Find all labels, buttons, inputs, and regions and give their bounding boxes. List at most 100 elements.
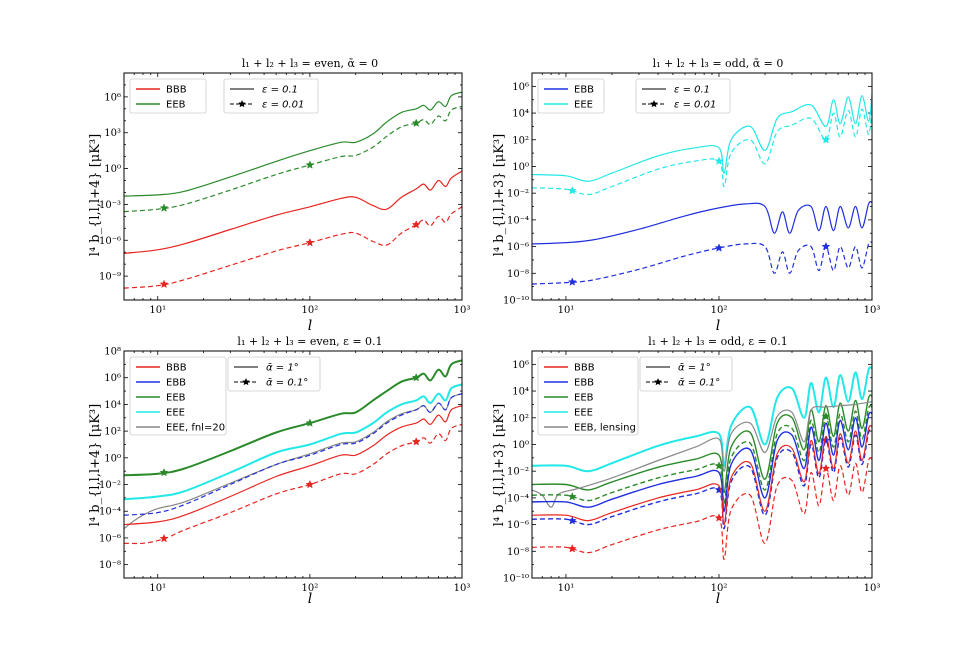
y-tick-label: 10⁶ xyxy=(512,82,529,93)
y-tick-label: 10³ xyxy=(104,128,121,139)
x-axis-label: l xyxy=(308,318,312,334)
legend-label: EEE xyxy=(166,408,185,419)
plot-area: 10¹ 10² 10³ 10⁻⁸ 10⁻⁶ 10⁻⁴ 10⁻² 10⁰ 10² 10⁴ 10⁶ 10⁸… xyxy=(99,347,470,595)
series-marker xyxy=(305,238,315,247)
x-tick-label: 10³ xyxy=(864,583,881,594)
series-line xyxy=(124,105,462,213)
series-marker xyxy=(821,241,831,251)
legend-label: ε = 0.1 xyxy=(674,85,710,96)
y-tick-label: 10⁻⁶ xyxy=(507,520,529,531)
legend-label: ε = 0.01 xyxy=(262,100,304,111)
legend-colors: BBB EBB EEB EEE EEB, lensing xyxy=(537,356,639,436)
legend-label: ᾱ = 1° xyxy=(266,363,299,374)
series-line xyxy=(124,359,462,477)
plot-frame xyxy=(123,72,463,301)
series-marker xyxy=(411,118,421,127)
y-tick-label: 10⁻² xyxy=(507,467,529,478)
x-tick-label: 10³ xyxy=(454,305,471,316)
legend-label: EBB xyxy=(574,378,594,389)
x-tick-label: 10¹ xyxy=(558,305,575,316)
panel-title: l₁ + l₂ + l₃ = odd, ᾱ = 0 xyxy=(653,57,784,70)
series-marker xyxy=(567,277,577,286)
y-tick-label: 10⁻⁶ xyxy=(99,236,121,247)
x-tick-label: 10¹ xyxy=(149,583,166,594)
series-marker xyxy=(567,544,577,553)
legend-box xyxy=(223,78,319,114)
y-tick-label: 10⁻⁹ xyxy=(99,272,121,283)
y-tick-label: 10⁻⁶ xyxy=(507,242,529,253)
series-line xyxy=(532,405,872,504)
series-marker xyxy=(305,160,315,169)
legend-styles: ε = 0.1 ε = 0.01 xyxy=(223,78,319,114)
legend-box xyxy=(639,356,733,392)
legend-label: ε = 0.01 xyxy=(674,100,716,111)
x-axis-label: l xyxy=(308,591,312,607)
series-group xyxy=(124,91,462,289)
y-tick-label: 10⁴ xyxy=(512,109,529,120)
series-marker xyxy=(714,461,724,470)
y-tick-label: 10⁻¹⁰ xyxy=(503,296,529,307)
series-group xyxy=(532,94,872,286)
y-tick-label: 10⁻⁸ xyxy=(507,547,529,558)
plot-frame xyxy=(531,72,873,301)
x-tick-label: 10¹ xyxy=(149,305,166,316)
y-tick-label: 10⁻⁴ xyxy=(507,215,529,226)
series-marker xyxy=(821,411,831,421)
legend-box xyxy=(635,78,731,114)
series-line xyxy=(532,411,872,512)
series-marker xyxy=(305,479,315,489)
legend-box xyxy=(129,356,227,436)
legend-label: EEB xyxy=(574,393,594,404)
panel-top-right: l₁ + l₂ + l₃ = odd, ᾱ = 0 10¹ 10² 10³ 10⁻¹⁰… xyxy=(492,57,880,334)
y-tick-label: 10⁰ xyxy=(104,164,121,175)
series-line xyxy=(532,401,872,508)
series-line xyxy=(124,206,462,289)
series-marker xyxy=(411,437,421,446)
legend-label: BBB xyxy=(166,363,187,374)
series-line xyxy=(532,241,872,285)
x-axis-label: l xyxy=(716,318,720,334)
series-line xyxy=(124,91,462,197)
x-tick-label: 10³ xyxy=(454,583,471,594)
legend-label: EEB xyxy=(166,393,186,404)
series-marker xyxy=(411,373,421,382)
legend-colors: BBB EEB xyxy=(129,78,207,114)
x-axis-label: l xyxy=(716,591,720,607)
y-tick-label: 10⁰ xyxy=(512,162,529,173)
legend-label: EBB xyxy=(574,85,594,96)
legend-marker xyxy=(654,377,662,386)
legend-box xyxy=(537,78,605,114)
x-tick-label: 10² xyxy=(711,583,728,594)
legend-label: EEE xyxy=(574,100,593,111)
y-tick-label: 10⁻² xyxy=(99,480,121,491)
series-marker xyxy=(714,485,724,494)
panel-bottom-left: l₁ + l₂ + l₃ = even, ε = 0.1 10¹ 10² 10³10… xyxy=(88,335,470,607)
plot-area: 10¹ 10² 10³ 10⁻⁹ 10⁻⁶ 10⁻³ 10⁰ 10³ 10⁶ BBB EEB ε = … xyxy=(99,72,471,316)
legend-label: EBB xyxy=(166,378,186,389)
panel-title: l₁ + l₂ + l₃ = even, ᾱ = 0 xyxy=(242,57,378,70)
legend-colors: EBB EEE xyxy=(537,78,605,114)
legend-label: ᾱ = 0.1° xyxy=(266,378,308,389)
series-marker xyxy=(159,467,169,477)
y-axis-label: l⁴ b_{l,l,l+4} [μK³] xyxy=(88,134,103,256)
panel-bottom-right: l₁ + l₂ + l₃ = odd, ε = 0.1 10¹ 10² 10³ 10⁻… xyxy=(492,335,880,607)
x-tick-label: 10¹ xyxy=(558,583,575,594)
series-marker xyxy=(714,156,724,165)
y-tick-label: 10² xyxy=(512,135,529,146)
series-line xyxy=(532,394,872,494)
legend-label: EEE, fnl=20 xyxy=(166,423,225,434)
series-marker xyxy=(159,203,169,212)
series-group xyxy=(532,366,872,560)
x-tick-label: 10³ xyxy=(864,305,881,316)
y-tick-label: 10⁻¹⁰ xyxy=(503,574,529,585)
y-tick-label: 10⁴ xyxy=(104,400,121,411)
series-line xyxy=(124,393,462,516)
series-marker xyxy=(567,492,577,501)
legend-label: ᾱ = 0.1° xyxy=(678,378,720,389)
plot-area: 10¹ 10² 10³ 10⁻¹⁰ 10⁻⁸ 10⁻⁶ 10⁻⁴ 10⁻² 10⁰ 10² 10⁴ 1… xyxy=(503,72,881,316)
y-tick-label: 10⁶ xyxy=(104,373,121,384)
legend-styles: ᾱ = 1° ᾱ = 0.1° xyxy=(227,356,321,392)
y-tick-label: 10⁶ xyxy=(104,92,121,103)
series-marker xyxy=(159,279,169,289)
